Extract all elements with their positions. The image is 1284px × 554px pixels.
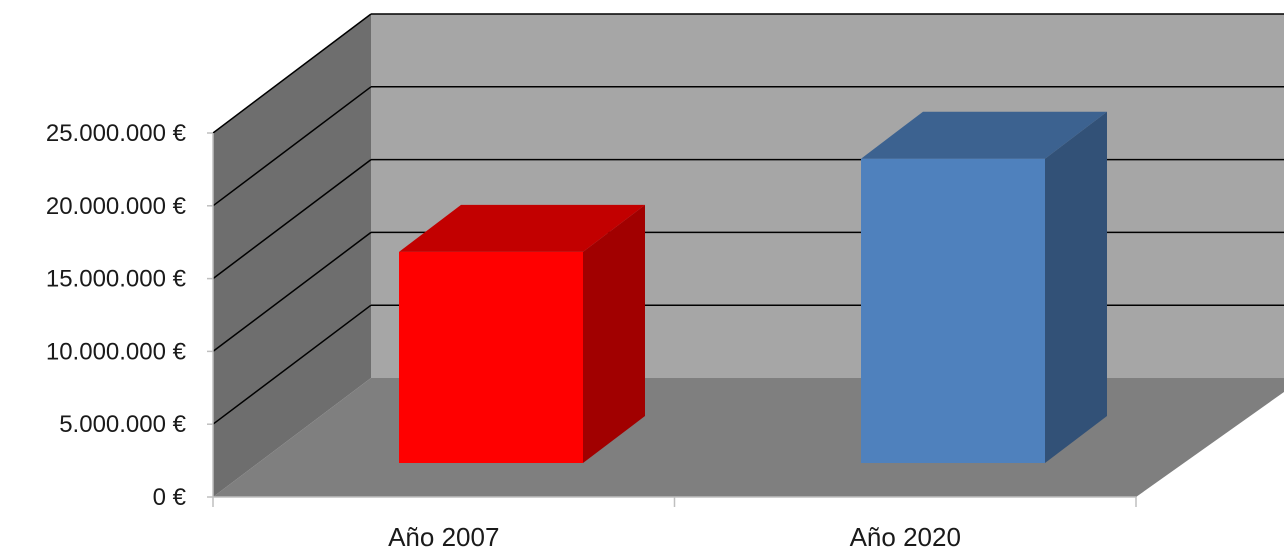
y-axis: 0 € 5.000.000 € 10.000.000 € 15.000.000 € 20… [46,120,214,511]
x-axis: Año 2007 Año 2020 [212,496,1137,552]
bar-top [861,111,1107,159]
y-tick-label: 5.000.000 € [59,411,186,438]
x-category-label: Año 2007 [388,522,499,552]
gridline-side [212,231,372,352]
side-wall [213,14,371,497]
bar-front [399,251,583,463]
bar [861,111,1107,464]
x-category-label: Año 2020 [850,522,961,552]
y-tick-label: 20.000.000 € [46,193,187,220]
bar-side [583,204,645,463]
gridline-side [212,86,372,207]
bar-top [399,204,645,252]
y-tick-label: 10.000.000 € [46,338,187,365]
y-tick-label: 0 € [153,484,187,511]
gridline-side [212,159,372,280]
gridline-side [212,13,372,134]
gridline-side [212,304,372,425]
y-tick-label: 25.000.000 € [46,120,187,147]
bar-front [861,158,1045,464]
bars [399,111,1107,464]
y-tick-label: 15.000.000 € [46,266,187,293]
bar [399,204,645,463]
bar-side [1045,111,1107,464]
floor [213,378,1284,497]
